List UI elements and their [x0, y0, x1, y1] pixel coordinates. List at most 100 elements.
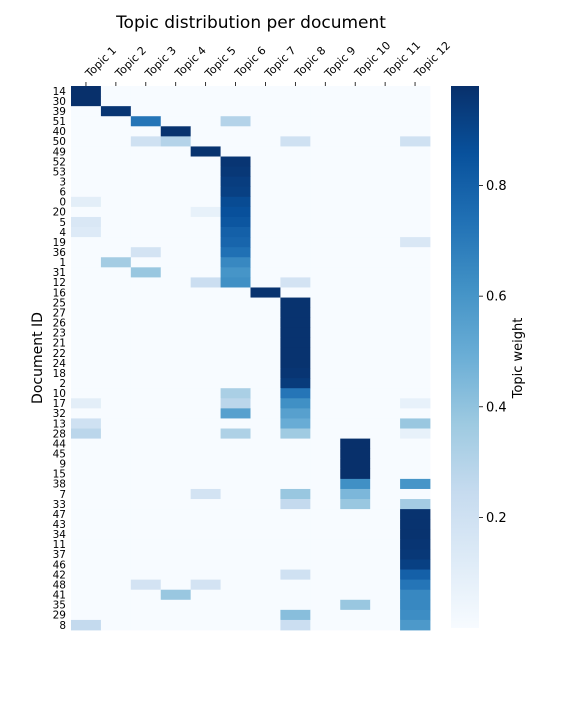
- heatmap-cell: [280, 448, 311, 460]
- heatmap-cell: [100, 86, 132, 97]
- heatmap-cell: [340, 257, 371, 268]
- heatmap-cell: [71, 549, 102, 560]
- heatmap-cell: [100, 116, 132, 127]
- heatmap-cell: [370, 277, 401, 288]
- heatmap-cell: [190, 539, 221, 550]
- heatmap-cell: [190, 166, 221, 178]
- heatmap-cell: [340, 337, 371, 349]
- heatmap-cell: [370, 599, 401, 611]
- heatmap-cell: [130, 196, 162, 208]
- heatmap-cell: [370, 388, 401, 399]
- x-tick-label: Topic 5: [202, 44, 239, 81]
- heatmap-cell: [71, 297, 102, 309]
- y-tick-label: 25: [53, 297, 66, 309]
- heatmap-cell: [130, 529, 162, 540]
- heatmap-cell: [190, 549, 221, 560]
- heatmap-cell: [370, 408, 401, 419]
- heatmap-cell: [280, 388, 311, 399]
- heatmap-cell: [310, 589, 341, 601]
- heatmap-cell: [280, 216, 311, 228]
- heatmap-cell: [71, 86, 102, 97]
- heatmap-cell: [310, 126, 341, 137]
- heatmap-cell: [160, 388, 192, 399]
- heatmap-cell: [100, 428, 132, 439]
- heatmap-cell: [100, 619, 132, 631]
- heatmap-cell: [250, 337, 281, 349]
- heatmap-cell: [71, 569, 102, 581]
- heatmap-cell: [220, 579, 251, 591]
- heatmap-cell: [100, 408, 132, 419]
- heatmap-cell: [400, 458, 431, 470]
- y-tick-label: 29: [53, 610, 66, 622]
- heatmap-cell: [340, 358, 371, 369]
- heatmap-cell: [280, 287, 311, 298]
- heatmap-cell: [71, 347, 102, 359]
- heatmap-cell: [370, 539, 401, 550]
- heatmap-cell: [190, 96, 221, 107]
- heatmap-cell: [340, 186, 371, 198]
- heatmap-cell: [280, 559, 311, 570]
- heatmap-cell: [100, 166, 132, 178]
- y-tick-label: 30: [53, 96, 66, 108]
- heatmap-cell: [190, 337, 221, 349]
- heatmap-cell: [340, 499, 371, 510]
- heatmap-cell: [340, 619, 371, 631]
- heatmap-cell: [370, 136, 401, 147]
- y-tick-label: 49: [53, 146, 66, 158]
- heatmap-cell: [160, 277, 192, 288]
- heatmap-cell: [280, 247, 311, 258]
- heatmap-cell: [310, 368, 341, 379]
- heatmap-cell: [220, 297, 251, 309]
- heatmap-cell: [310, 327, 341, 339]
- x-tick-label: Topic 8: [292, 44, 329, 81]
- heatmap-cell: [220, 589, 251, 601]
- heatmap-cell: [130, 106, 162, 117]
- heatmap-cell: [280, 488, 311, 500]
- colorbar-ticks: 0.2 0.4 0.6 0.8: [479, 179, 507, 526]
- heatmap-cell: [71, 428, 102, 439]
- heatmap-cell: [160, 267, 192, 278]
- heatmap-cell: [400, 418, 431, 429]
- heatmap-cell: [250, 227, 281, 238]
- heatmap-cell: [400, 287, 431, 298]
- heatmap-cell: [310, 438, 341, 450]
- heatmap-cell: [160, 257, 192, 268]
- heatmap-cell: [220, 368, 251, 379]
- y-tick-label: 38: [53, 479, 66, 491]
- heatmap-cell: [100, 448, 132, 460]
- heatmap-cell: [400, 176, 431, 188]
- heatmap-cell: [340, 398, 371, 409]
- heatmap-cell: [370, 358, 401, 369]
- heatmap-cell: [340, 176, 371, 188]
- heatmap-cell: [400, 206, 431, 218]
- heatmap-cell: [250, 96, 281, 107]
- heatmap-cell: [160, 247, 192, 258]
- colorbar-tick-label: 0.6: [486, 290, 507, 305]
- heatmap-cell: [400, 317, 431, 329]
- heatmap-cell: [190, 196, 221, 208]
- heatmap-cell: [250, 287, 281, 298]
- heatmap-cell: [370, 86, 401, 97]
- heatmap-cell: [130, 468, 162, 480]
- heatmap-cell: [280, 549, 311, 560]
- heatmap-cell: [100, 368, 132, 379]
- heatmap-cell: [100, 237, 132, 248]
- heatmap-cell: [400, 408, 431, 419]
- heatmap-cell: [250, 458, 281, 470]
- heatmap-cell: [340, 237, 371, 248]
- heatmap-cell: [100, 297, 132, 309]
- heatmap-cell: [130, 166, 162, 178]
- heatmap-cell: [340, 549, 371, 560]
- heatmap-cell: [280, 599, 311, 611]
- heatmap-cell: [190, 609, 221, 621]
- heatmap-cell: [220, 267, 251, 278]
- heatmap-cell: [310, 317, 341, 329]
- heatmap-cell: [340, 196, 371, 208]
- heatmap-cell: [160, 126, 192, 137]
- heatmap-cell: [190, 216, 221, 228]
- heatmap-cell: [340, 589, 371, 601]
- heatmap-cell: [160, 368, 192, 379]
- x-tick-label: Topic 2: [112, 44, 149, 81]
- heatmap-cell: [130, 388, 162, 399]
- heatmap-cell: [280, 136, 311, 147]
